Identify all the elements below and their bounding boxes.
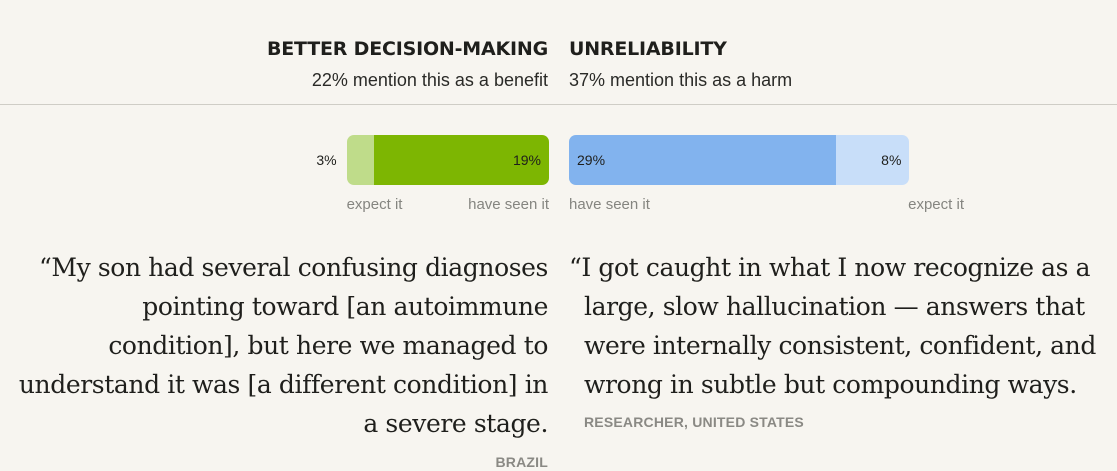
value-label: 29% [577, 152, 606, 168]
harm-heading: UNRELIABILITY [569, 38, 727, 60]
quote-line: understand it was [a different condition… [18, 370, 549, 399]
value-label: 8% [881, 152, 902, 168]
category-label: have seen it [468, 196, 549, 213]
value-label: 3% [316, 152, 337, 168]
harm-attribution: RESEARCHER, UNITED STATES [584, 414, 804, 430]
bar-segment-expect [835, 135, 910, 185]
quote-line: a severe stage. [363, 409, 548, 438]
bar-segment-expect [346, 135, 375, 185]
bar-segment-seen [374, 135, 549, 185]
quote-line: large, slow hallucination — answers that [584, 292, 1085, 321]
quote-line: “My son had several confusing diagnoses [39, 253, 548, 282]
benefit-subtext: 22% mention this as a benefit [311, 70, 548, 90]
quote-line: were internally consistent, confident, a… [584, 331, 1096, 360]
category-label: have seen it [569, 196, 650, 213]
benefit-heading: BETTER DECISION-MAKING [267, 38, 548, 60]
quote-line: pointing toward [an autoimmune [142, 292, 548, 321]
benefit-attribution: BRAZIL [495, 454, 548, 470]
quote-line: condition], but here we managed to [108, 331, 548, 360]
value-label: 19% [512, 152, 541, 168]
bar-segment-seen [569, 135, 836, 185]
category-label: expect it [908, 196, 964, 213]
quote-line: wrong in subtle but compounding ways. [584, 370, 1077, 399]
quote-line: “I got caught in what I now recognize as… [569, 253, 1091, 282]
benefit-quote: “My son had several confusing diagnoses … [0, 248, 549, 443]
benefit-bar [346, 135, 549, 185]
harm-bar [569, 135, 910, 185]
harm-subtext: 37% mention this as a harm [569, 70, 793, 90]
harm-quote: “I got caught in what I now recognize as… [569, 248, 1117, 404]
category-label: expect it [346, 196, 403, 213]
section-divider [0, 104, 1117, 105]
